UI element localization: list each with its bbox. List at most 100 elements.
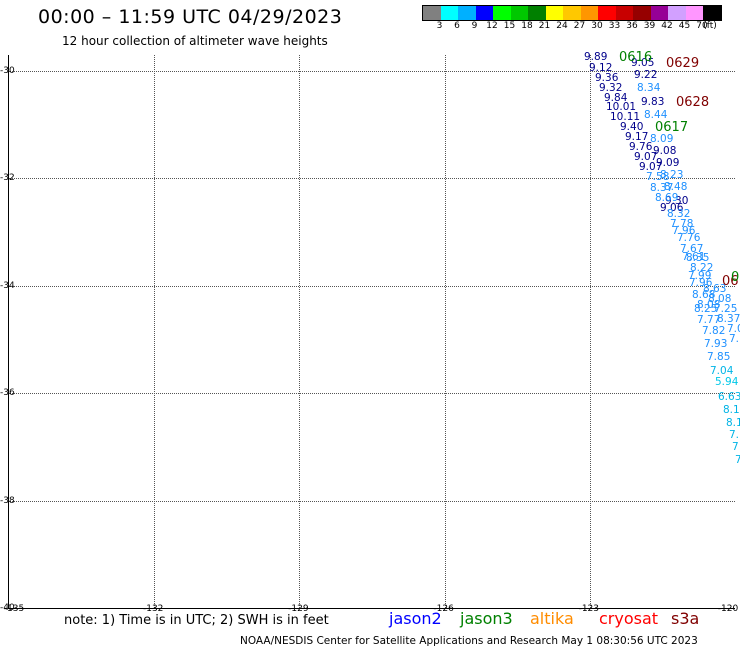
color-scale-label: 42 bbox=[661, 21, 673, 31]
wave-height-value: 8.35 bbox=[686, 252, 710, 264]
wave-height-value: 8.23 bbox=[660, 169, 684, 181]
color-scale-label: 18 bbox=[521, 21, 533, 31]
pass-time-label: 0616 bbox=[619, 50, 653, 65]
wave-height-value: 9.83 bbox=[641, 96, 665, 108]
wave-height-value: 10.11 bbox=[610, 111, 641, 123]
color-scale-label: (ft) bbox=[703, 21, 717, 31]
wave-height-value: 9.32 bbox=[599, 82, 623, 94]
color-scale-label: 30 bbox=[591, 21, 603, 31]
pass-time-label: 0629 bbox=[666, 56, 700, 71]
color-swatch bbox=[528, 6, 546, 20]
color-scale-label: 39 bbox=[643, 21, 656, 31]
color-scale-label: 45 bbox=[678, 21, 691, 31]
wave-height-value: 8.34 bbox=[637, 82, 661, 94]
longitude-tick-label: -132 bbox=[142, 604, 164, 614]
wave-height-value: 8.1 bbox=[723, 404, 740, 416]
pass-time-label: 0 bbox=[731, 270, 740, 285]
wave-height-value: 8.22 bbox=[690, 262, 714, 274]
wave-height-value: 7.96 bbox=[672, 225, 696, 237]
color-swatch bbox=[685, 6, 703, 20]
wave-height-color-scale bbox=[422, 5, 722, 21]
pass-time-label: 0628 bbox=[676, 95, 710, 110]
wave-height-value: 9.12 bbox=[589, 62, 613, 74]
wave-height-value: 9.09 bbox=[656, 157, 680, 169]
longitude-gridline bbox=[299, 55, 301, 608]
latitude-gridline bbox=[9, 71, 735, 73]
wave-height-value: 9.22 bbox=[634, 69, 658, 81]
color-swatch bbox=[650, 6, 668, 20]
longitude-gridline bbox=[444, 55, 446, 608]
latitude-gridline bbox=[9, 500, 735, 502]
color-scale-label: 15 bbox=[503, 21, 516, 31]
wave-height-value: 7.93 bbox=[704, 338, 728, 350]
latitude-tick-label: -32 bbox=[0, 173, 15, 184]
wave-height-value: 7.78 bbox=[670, 218, 694, 230]
wave-height-value: 8.32 bbox=[667, 208, 691, 220]
longitude-tick-label: -123 bbox=[578, 604, 600, 614]
wave-height-value: 10.01 bbox=[606, 101, 637, 113]
latitude-gridline bbox=[9, 393, 735, 395]
color-swatch bbox=[493, 6, 511, 20]
color-scale-label: 27 bbox=[573, 21, 586, 31]
wave-height-value: 8.48 bbox=[664, 181, 688, 193]
wave-height-value: 9.40 bbox=[620, 121, 644, 133]
latitude-tick-label: -30 bbox=[0, 66, 15, 77]
latitude-gridline bbox=[9, 285, 735, 287]
latitude-tick-label: -40 bbox=[0, 603, 15, 613]
longitude-tick-label: -126 bbox=[433, 604, 454, 614]
wave-height-map bbox=[8, 55, 735, 609]
wave-height-value: 9.36 bbox=[595, 72, 619, 84]
satellite-legend-cryosat: cryosat bbox=[599, 609, 659, 628]
wave-height-value: 7.96 bbox=[689, 277, 713, 289]
wave-height-value: 8.44 bbox=[644, 109, 668, 121]
wave-height-value: 7.77 bbox=[697, 314, 721, 326]
wave-height-value: 7.04 bbox=[710, 365, 734, 377]
color-swatch bbox=[545, 6, 563, 20]
color-scale-label: 36 bbox=[626, 21, 638, 31]
wave-height-value: 8.1 bbox=[726, 417, 740, 429]
wave-height-value: 9.07 bbox=[634, 151, 658, 163]
wave-height-value: 9.07 bbox=[639, 161, 663, 173]
color-swatch bbox=[563, 6, 581, 20]
wave-height-value: 8.09 bbox=[650, 133, 674, 145]
page-subtitle: 12 hour collection of altimeter wave hei… bbox=[62, 34, 328, 48]
wave-height-value: 7.85 bbox=[707, 351, 731, 363]
wave-height-value: 8.63 bbox=[703, 283, 727, 295]
satellite-legend-jason2: jason2 bbox=[389, 609, 442, 628]
latitude-gridline bbox=[9, 178, 735, 180]
wave-height-value: 8.08 bbox=[708, 293, 732, 305]
wave-height-value: 7.76 bbox=[677, 232, 701, 244]
color-scale-label: 12 bbox=[486, 21, 498, 31]
satellite-legend-jason3: jason3 bbox=[460, 609, 513, 628]
wave-height-value: 9.84 bbox=[604, 92, 628, 104]
color-scale-label: 9 bbox=[471, 21, 478, 31]
color-swatch bbox=[458, 6, 476, 20]
wave-height-value: 7.67 bbox=[680, 243, 704, 255]
wave-height-value: 8.37 bbox=[650, 182, 674, 194]
latitude-tick-label: -34 bbox=[0, 280, 15, 291]
wave-height-value: 9.89 bbox=[584, 51, 608, 63]
wave-height-value: 7.82 bbox=[702, 325, 726, 337]
color-swatch bbox=[633, 6, 651, 20]
wave-height-value: 9.06 bbox=[660, 202, 684, 214]
pass-time-label: 0617 bbox=[655, 120, 689, 135]
wave-height-value: 7.99 bbox=[688, 270, 712, 282]
wave-height-value: 9.17 bbox=[625, 131, 649, 143]
wave-height-value: 5.94 bbox=[715, 376, 739, 388]
note-text: note: 1) Time is in UTC; 2) SWH is in fe… bbox=[64, 613, 329, 628]
credit-line: NOAA/NESDIS Center for Satellite Applica… bbox=[240, 635, 698, 647]
wave-height-value: 7.0 bbox=[727, 323, 740, 335]
satellite-legend-s3a: s3a bbox=[671, 609, 700, 628]
pass-time-label: 06 bbox=[722, 274, 739, 289]
color-scale-label: 33 bbox=[608, 21, 621, 31]
wave-height-value: 7 bbox=[735, 454, 740, 466]
longitude-gridline bbox=[589, 55, 591, 608]
color-scale-label: 6 bbox=[454, 21, 460, 31]
color-swatch bbox=[615, 6, 633, 20]
wave-height-value: 8.25 bbox=[694, 303, 718, 315]
color-swatch bbox=[703, 6, 721, 20]
wave-height-value: 8.69 bbox=[655, 192, 679, 204]
page-title: 00:00 – 11:59 UTC 04/29/2023 bbox=[38, 6, 343, 28]
wave-height-value: 7.25 bbox=[714, 303, 738, 315]
wave-height-value: 8.08 bbox=[697, 299, 721, 311]
